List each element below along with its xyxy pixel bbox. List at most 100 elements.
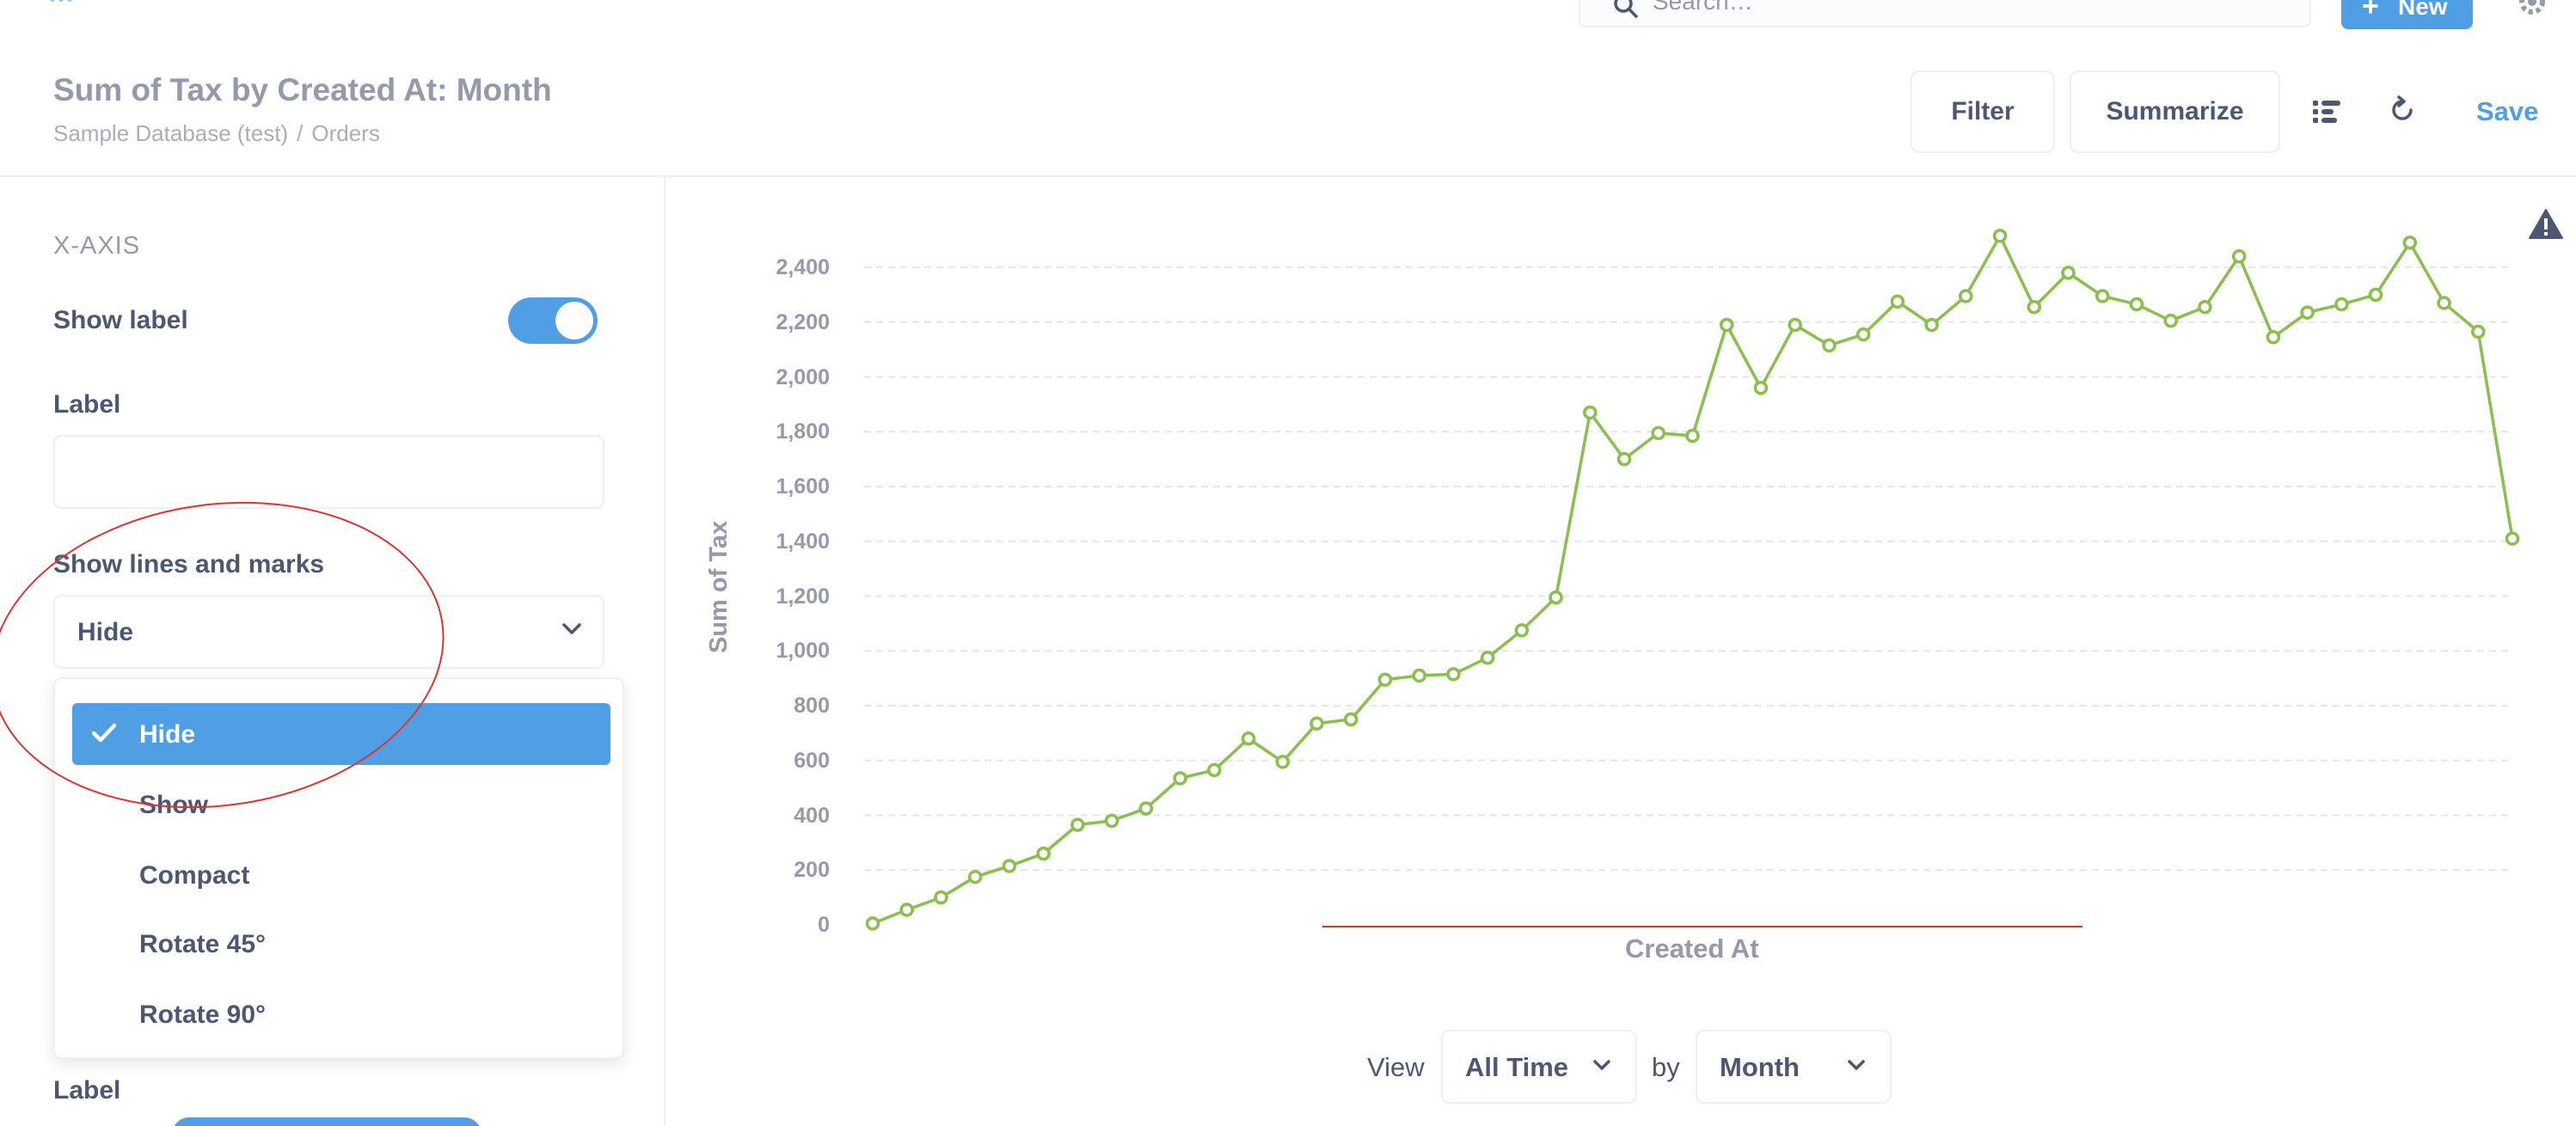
data-point[interactable]	[1412, 668, 1426, 683]
data-point[interactable]	[967, 869, 983, 884]
data-point[interactable]	[2061, 266, 2076, 280]
option-show[interactable]: Show	[72, 774, 610, 835]
y-tick-label: 800	[794, 694, 830, 718]
data-point[interactable]	[2163, 313, 2178, 328]
data-point[interactable]	[899, 903, 914, 917]
data-point[interactable]	[934, 890, 948, 905]
y-tick-label: 1,600	[776, 474, 830, 499]
x-axis-label-field[interactable]	[53, 435, 604, 509]
breadcrumb-separator: /	[297, 120, 304, 146]
data-point[interactable]	[1685, 428, 1700, 444]
data-point[interactable]	[2095, 289, 2110, 303]
notebook-icon[interactable]	[2311, 96, 2342, 127]
page-title: Sum of Tax by Created At: Month	[53, 72, 552, 107]
option-label: Rotate 90°	[139, 1001, 267, 1029]
granularity-value: Month	[1720, 1052, 1800, 1082]
option-rotate-90[interactable]: Rotate 90°	[72, 983, 610, 1045]
data-point[interactable]	[1788, 317, 1802, 333]
new-button-label: New	[2398, 0, 2448, 20]
y-tick-label: 2,200	[776, 309, 830, 334]
data-point[interactable]	[1924, 317, 1939, 333]
data-point[interactable]	[1549, 590, 1563, 605]
y-tick-label: 0	[818, 913, 830, 937]
data-point[interactable]	[2505, 531, 2520, 546]
data-point[interactable]	[1753, 381, 1769, 395]
search-input[interactable]: Search…	[1579, 0, 2311, 28]
data-point[interactable]	[2129, 297, 2144, 312]
data-point[interactable]	[1275, 755, 1290, 769]
data-point[interactable]	[1377, 672, 1393, 687]
label-heading: Label	[53, 390, 121, 419]
granularity-select[interactable]: Month	[1696, 1030, 1892, 1104]
y-tick-label: 200	[794, 858, 830, 883]
lines-marks-dropdown: Hide Show Compact Rotate 45° Rotate 90°	[53, 677, 624, 1059]
gear-icon[interactable]	[2515, 0, 2549, 19]
data-point[interactable]	[1822, 338, 1837, 353]
data-point[interactable]	[1480, 650, 1495, 665]
x-axis-label: Created At	[1625, 933, 1759, 964]
toggle-pill[interactable]	[172, 1117, 481, 1126]
new-button[interactable]: + New	[2341, 0, 2473, 29]
option-hide[interactable]: Hide	[72, 703, 610, 765]
show-label-toggle[interactable]	[508, 297, 598, 344]
chevron-down-icon	[562, 623, 581, 634]
y-tick-label: 600	[794, 748, 830, 773]
data-point[interactable]	[2027, 299, 2042, 315]
option-compact[interactable]: Compact	[72, 844, 610, 906]
y-tick-label: 1,000	[776, 639, 830, 664]
data-point[interactable]	[1104, 813, 1119, 829]
y-tick-label: 2,400	[776, 255, 830, 279]
data-point[interactable]	[2266, 330, 2281, 345]
data-point[interactable]	[1514, 623, 1530, 638]
data-point[interactable]	[2198, 299, 2212, 315]
data-point[interactable]	[865, 916, 880, 931]
breadcrumb-table[interactable]: Orders	[311, 120, 380, 146]
lines-marks-select[interactable]: Hide	[53, 595, 604, 669]
time-range-select[interactable]: All Time	[1441, 1030, 1637, 1104]
data-point[interactable]	[1241, 731, 1256, 746]
data-point[interactable]	[2334, 297, 2349, 312]
data-point[interactable]	[2402, 236, 2418, 250]
data-point[interactable]	[1583, 405, 1598, 420]
check-icon	[91, 723, 117, 743]
data-point[interactable]	[1719, 317, 1734, 333]
data-point[interactable]	[1343, 712, 1359, 727]
data-point[interactable]	[1855, 327, 1871, 342]
option-label: Show	[139, 791, 208, 819]
data-point[interactable]	[1002, 859, 1017, 873]
header-divider	[0, 175, 2576, 177]
data-point[interactable]	[2300, 305, 2315, 320]
y-tick-label: 1,800	[776, 419, 830, 444]
breadcrumb-database[interactable]: Sample Database (test)	[53, 120, 289, 146]
option-rotate-45[interactable]: Rotate 45°	[72, 913, 610, 975]
data-point[interactable]	[2437, 296, 2451, 310]
data-point[interactable]	[1138, 801, 1154, 816]
data-point[interactable]	[1959, 289, 1973, 303]
data-point[interactable]	[1446, 667, 1461, 682]
data-point[interactable]	[1207, 762, 1222, 778]
y-tick-label: 1,200	[776, 584, 830, 609]
y-tick-label: 1,400	[776, 529, 830, 554]
data-point[interactable]	[2231, 249, 2247, 264]
filter-button[interactable]: Filter	[1911, 70, 2055, 153]
data-point[interactable]	[2471, 324, 2486, 340]
refresh-icon[interactable]	[2387, 95, 2418, 125]
breadcrumb: Sample Database (test) / Orders	[53, 120, 380, 147]
data-point[interactable]	[2368, 287, 2383, 303]
data-point[interactable]	[1173, 771, 1187, 786]
show-label-text: Show label	[53, 306, 188, 334]
warning-icon[interactable]	[2528, 208, 2564, 241]
option-label: Rotate 45°	[139, 930, 267, 958]
data-point[interactable]	[1616, 451, 1632, 467]
data-point[interactable]	[1309, 716, 1324, 731]
data-point[interactable]	[1036, 846, 1051, 861]
data-point[interactable]	[1070, 817, 1085, 832]
metabase-logo[interactable]	[50, 0, 76, 10]
summarize-button[interactable]: Summarize	[2070, 70, 2280, 153]
bottom-label-heading: Label	[53, 1076, 121, 1105]
save-button[interactable]: Save	[2476, 96, 2539, 126]
data-point[interactable]	[1992, 229, 2008, 243]
data-point[interactable]	[1890, 294, 1905, 309]
data-point[interactable]	[1651, 425, 1666, 441]
